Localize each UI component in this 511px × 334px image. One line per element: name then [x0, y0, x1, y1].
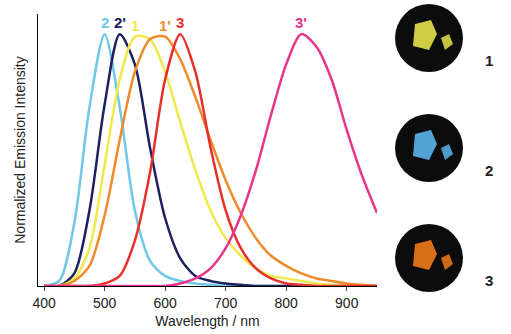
svg-text:800: 800 [275, 295, 299, 311]
svg-text:2': 2' [114, 14, 126, 31]
svg-text:Wavelength / nm: Wavelength / nm [155, 313, 260, 329]
svg-text:Normalized Emission Intensity: Normalized Emission Intensity [12, 56, 28, 244]
svg-text:700: 700 [214, 295, 238, 311]
svg-text:2: 2 [485, 162, 493, 179]
svg-text:1': 1' [159, 17, 171, 34]
svg-text:3: 3 [485, 272, 493, 289]
svg-text:3: 3 [176, 14, 184, 31]
svg-text:600: 600 [153, 295, 177, 311]
svg-text:2: 2 [101, 14, 109, 31]
svg-text:3': 3' [295, 14, 307, 31]
svg-text:1: 1 [485, 52, 493, 69]
svg-text:1: 1 [131, 17, 139, 34]
svg-text:900: 900 [335, 295, 359, 311]
svg-text:400: 400 [32, 295, 56, 311]
svg-text:500: 500 [93, 295, 117, 311]
